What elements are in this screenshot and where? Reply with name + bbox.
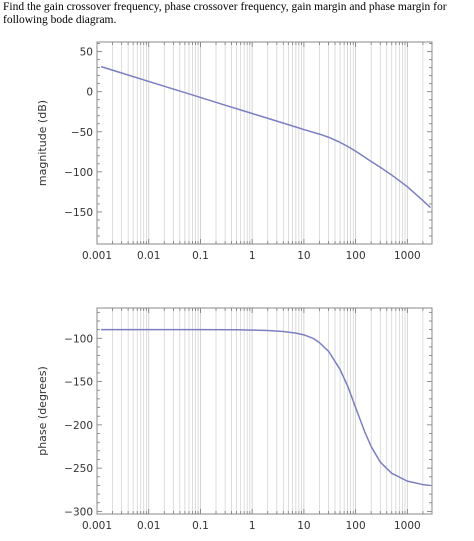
- magnitude-y-axis-title: magnitude (dB): [36, 100, 49, 186]
- phase-x-tick-label: 0.01: [137, 520, 160, 532]
- phase-y-axis-title: phase (degrees): [36, 366, 49, 456]
- phase-x-tick-label: 0.1: [192, 520, 209, 532]
- question-line-1: Find the gain crossover frequency, phase…: [3, 1, 447, 13]
- phase-y-tick-label: −150: [64, 377, 93, 389]
- phase-y-tick-label: −250: [64, 463, 93, 475]
- phase-y-tick-label: −300: [64, 506, 93, 518]
- phase-x-tick-label: 100: [346, 520, 366, 532]
- magnitude-x-tick-label: 0.01: [137, 250, 160, 262]
- question-line-2: following bode diagram.: [3, 14, 117, 26]
- phase-x-tick-label: 1000: [394, 520, 421, 532]
- phase-plot-frame: [96, 307, 433, 515]
- magnitude-x-tick-label: 1: [249, 250, 256, 262]
- magnitude-y-tick-label: −50: [71, 127, 93, 139]
- phase-y-tick-label: −200: [64, 420, 93, 432]
- magnitude-x-tick-label: 1000: [394, 250, 421, 262]
- magnitude-x-tick-label: 100: [346, 250, 366, 262]
- magnitude-plot-frame: [96, 41, 433, 245]
- magnitude-y-tick-label: 50: [80, 47, 93, 59]
- phase-plot: 0.001 0.01 0.1 1 10 100 1000 −100 −150 −200 −250 −3…: [36, 307, 433, 532]
- phase-gridlines: [96, 308, 433, 514]
- magnitude-x-tick-label: 0.001: [82, 250, 112, 262]
- magnitude-x-tick-label: 0.1: [192, 250, 209, 262]
- phase-x-tick-label: 1: [249, 520, 256, 532]
- magnitude-y-tick-label: 0: [86, 87, 93, 99]
- phase-y-tick-label: −100: [64, 333, 93, 345]
- magnitude-y-tick-label: −150: [64, 207, 93, 219]
- question-text: Find the gain crossover frequency, phase…: [3, 1, 471, 27]
- magnitude-x-tick-label: 10: [297, 250, 310, 262]
- magnitude-y-tick-label: −100: [64, 167, 93, 179]
- phase-x-tick-label: 10: [297, 520, 310, 532]
- phase-curve: [101, 328, 431, 487]
- magnitude-gridlines: [96, 42, 433, 244]
- magnitude-curve: [100, 65, 431, 209]
- magnitude-plot: 0.001 0.01 0.1 1 10 100 1000 50 0 −50 −100 −150 magn…: [36, 41, 433, 262]
- phase-x-tick-label: 0.001: [82, 520, 112, 532]
